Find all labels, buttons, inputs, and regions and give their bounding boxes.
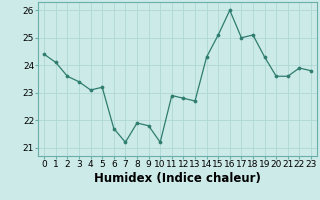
X-axis label: Humidex (Indice chaleur): Humidex (Indice chaleur)	[94, 172, 261, 185]
